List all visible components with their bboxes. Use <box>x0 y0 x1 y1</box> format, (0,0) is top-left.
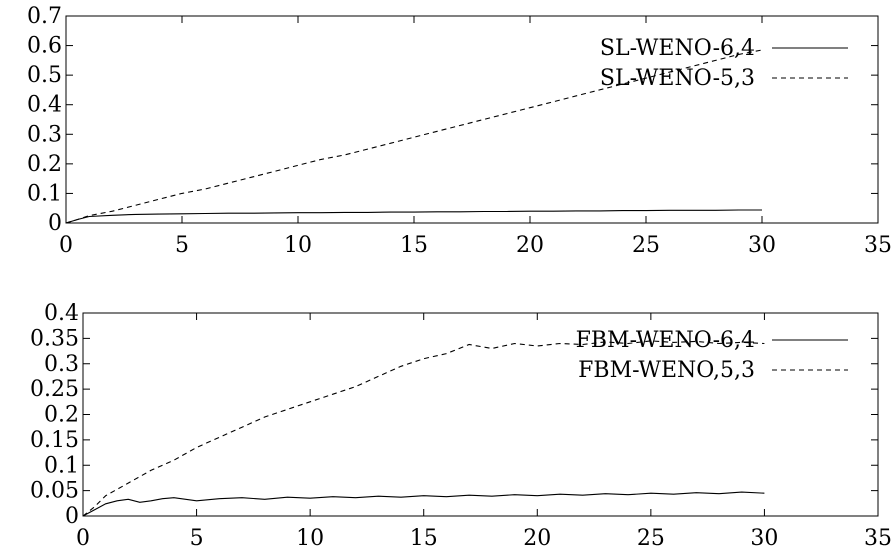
y-tick-label: 0.1 <box>44 453 79 478</box>
x-tick-label: 10 <box>284 233 312 258</box>
legend-label: SL-WENO-6,4 <box>600 36 755 61</box>
series-line-1 <box>65 209 762 224</box>
y-tick-label: 0.3 <box>27 122 62 147</box>
x-tick-label: 5 <box>175 233 189 258</box>
x-tick-label: 20 <box>523 526 551 551</box>
legend-label: SL-WENO-5,3 <box>600 66 755 91</box>
chart-1: 0 5 10 15 20 25 30 35 0 0.1 0.2 0.3 0.4 0.5 0.6 0.7 SL-W… <box>27 4 892 258</box>
y-tick-label: 0.4 <box>27 93 62 118</box>
y-tick-label: 0.2 <box>27 152 62 177</box>
x-tick-label: 30 <box>748 233 776 258</box>
y-tick-label: 0.2 <box>44 403 79 428</box>
y-tick-label: 0.7 <box>27 4 62 29</box>
y-tick-label: 0.35 <box>30 326 79 351</box>
x-tick-label: 35 <box>864 233 892 258</box>
x-tick-label: 0 <box>76 526 90 551</box>
x-tick-label: 15 <box>410 526 438 551</box>
y-tick-label: 0.25 <box>30 377 79 402</box>
legend-label: FBM-WENO,5,3 <box>578 358 755 383</box>
x-tick-label: 10 <box>296 526 324 551</box>
x-tick-label: 20 <box>516 233 544 258</box>
y-tick-label: 0 <box>65 504 79 529</box>
chart-2: 0 5 10 15 20 25 30 3500.050.10.150.20.250.30.35… <box>30 301 892 551</box>
x-tick-label: 15 <box>400 233 428 258</box>
plot-frame <box>82 312 879 517</box>
x-tick-label: 25 <box>637 526 665 551</box>
x-tick-label: 5 <box>190 526 204 551</box>
y-tick-label: 0.5 <box>27 63 62 88</box>
x-tick-label: 30 <box>750 526 778 551</box>
y-tick-label: 0.1 <box>27 181 62 206</box>
legend-label: FBM-WENO-6,4 <box>576 328 755 353</box>
series-line-1 <box>82 491 765 517</box>
y-tick-label: 0.4 <box>44 301 79 326</box>
x-tick-label: 25 <box>632 233 660 258</box>
plot-frame <box>65 15 879 224</box>
y-tick-label: 0 <box>48 211 62 236</box>
y-tick-label: 0.15 <box>30 428 79 453</box>
series-line-2 <box>82 340 765 517</box>
y-tick-label: 0.6 <box>27 34 62 59</box>
y-tick-label: 0.3 <box>44 352 79 377</box>
x-tick-label: 0 <box>59 233 73 258</box>
series-line-2 <box>65 49 763 224</box>
y-tick-label: 0.05 <box>30 479 79 504</box>
x-tick-label: 35 <box>864 526 892 551</box>
